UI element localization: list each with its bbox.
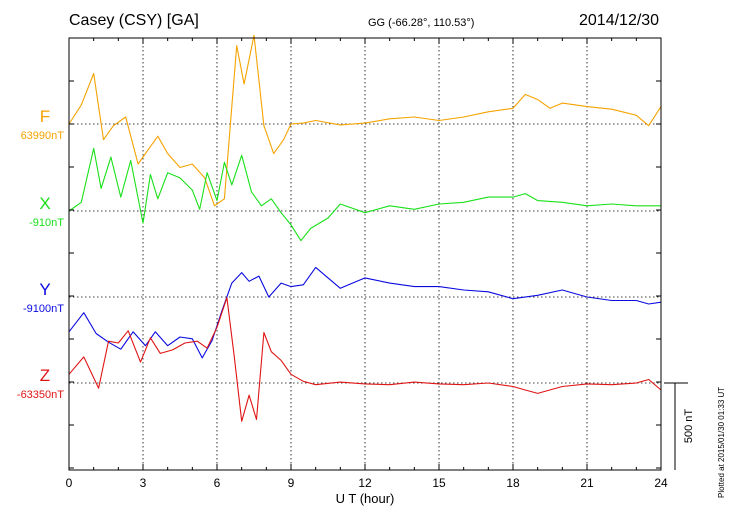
series-line-f <box>68 34 662 207</box>
x-tick-label: 3 <box>140 476 147 490</box>
x-tick-label: 18 <box>506 476 520 490</box>
baseline-label-z: -63350nT <box>17 389 64 401</box>
series-line-z <box>68 297 662 422</box>
series-layer: F 63990nT X -910nT Y -9100nT Z -63350nT <box>17 34 662 422</box>
baseline-label-x: -910nT <box>29 217 64 229</box>
scale-bar-label: 500 nT <box>683 409 695 444</box>
series-line-x <box>68 147 661 242</box>
series-name-f: F <box>40 107 50 126</box>
plotted-timestamp: Plotted at 2015/01/30 01:33 UT <box>717 386 726 498</box>
x-axis: 0 3 6 9 12 15 18 21 24 <box>66 38 668 490</box>
x-tick-label: 21 <box>580 476 594 490</box>
x-axis-label: U T (hour) <box>336 491 395 506</box>
series-name-y: Y <box>39 280 50 299</box>
geo-coordinates: GG (-66.28°, 110.53°) <box>368 17 475 29</box>
chart-date: 2014/12/30 <box>579 12 660 29</box>
x-tick-label: 0 <box>66 476 73 490</box>
series-line-y <box>68 266 662 359</box>
chart-title: Casey (CSY) [GA] <box>69 12 199 29</box>
series-name-x: X <box>39 194 50 213</box>
grid-lines <box>69 38 661 470</box>
baseline-label-y: -9100nT <box>23 303 64 315</box>
x-tick-label: 6 <box>214 476 221 490</box>
x-tick-label: 9 <box>288 476 295 490</box>
x-tick-label: 24 <box>654 476 668 490</box>
x-tick-label: 12 <box>358 476 372 490</box>
scale-bar: 500 nT <box>664 382 695 470</box>
baseline-label-f: 63990nT <box>21 130 65 142</box>
series-name-z: Z <box>40 366 50 385</box>
x-tick-label: 15 <box>432 476 446 490</box>
